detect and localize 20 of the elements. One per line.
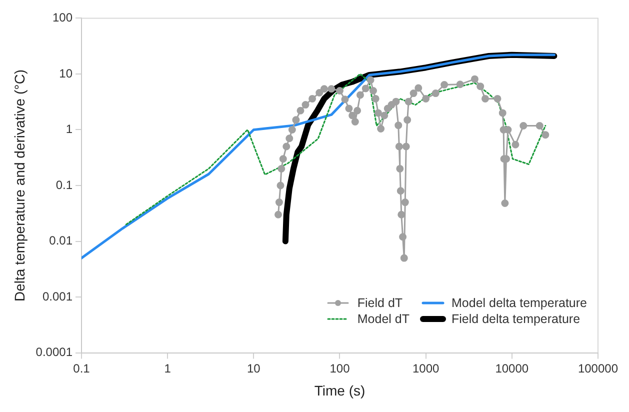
y-tick-label: 0.0001 (36, 345, 73, 360)
y-tick-label: 100 (52, 10, 73, 25)
x-tick-label: 0.1 (73, 361, 90, 376)
legend-label: Model dT (357, 312, 410, 326)
y-tick-label: 1 (66, 122, 73, 136)
y-tick-label: 0.001 (42, 289, 73, 304)
y-axis-title: Delta temperature and derivative (°C) (11, 69, 28, 302)
x-axis-title: Time (s) (314, 382, 366, 398)
y-tick-label: 0.01 (49, 234, 73, 248)
y-tick-label: 0.1 (56, 178, 73, 192)
x-tick-label: 100000 (578, 361, 618, 376)
x-tick-label: 10 (246, 361, 261, 376)
legend-label: Field dT (357, 296, 403, 310)
x-tick-label: 100 (330, 361, 350, 376)
legend-label: Model delta temperature (452, 296, 587, 310)
x-tick-label: 10000 (495, 361, 529, 376)
x-tick-label: 1 (164, 361, 172, 376)
y-tick-label: 10 (59, 66, 73, 80)
x-tick-label: 1000 (412, 361, 440, 376)
legend-label: Field delta temperature (452, 312, 580, 326)
